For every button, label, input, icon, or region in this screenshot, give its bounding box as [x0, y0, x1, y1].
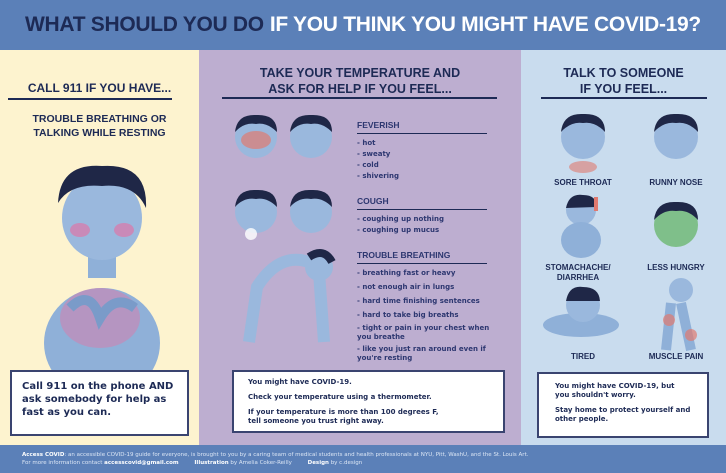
- footer-line-1: Access COVID: an accessible COVID-19 gui…: [22, 451, 726, 459]
- symptom-label: TIRED: [571, 352, 595, 361]
- footer-brand: Access COVID: [22, 452, 65, 458]
- footer-text: : an accessible COVID-19 guide for every…: [64, 452, 529, 458]
- footer-text: For more information contact: [22, 460, 103, 466]
- list-item: - sweaty: [357, 150, 391, 158]
- heading-line: TAKE YOUR TEMPERATURE AND: [259, 66, 461, 80]
- box-line: You might have COVID-19.: [248, 378, 352, 386]
- title-part1: WHAT SHOULD YOU DO: [25, 13, 264, 36]
- footer-line-2: For more information contact accesscovid…: [22, 459, 726, 467]
- box-line: Stay home to protect yourself and other …: [555, 406, 691, 423]
- right-instructions-box: You might have COVID-19, but you shouldn…: [537, 372, 709, 438]
- box-line: You might have COVID-19, but you shouldn…: [555, 382, 675, 399]
- list-item: - coughing up nothing: [357, 215, 445, 223]
- symptom-faces: [543, 113, 698, 352]
- right-heading: TALK TO SOMEONE IF YOU FEEL...: [521, 65, 726, 97]
- section-title: COUGH: [357, 196, 389, 206]
- divider: [541, 97, 707, 99]
- symptom-label: STOMACHACHE/ DIARRHEA: [545, 263, 611, 282]
- list-item: - breathing fast or heavy: [357, 269, 456, 277]
- bent-over-boy-icon: [243, 249, 336, 343]
- heading-line: TALK TO SOMEONE: [563, 66, 684, 80]
- list-item: - not enough air in lungs: [357, 283, 455, 291]
- less-hungry-icon: [654, 201, 698, 247]
- middle-heading: TAKE YOUR TEMPERATURE AND ASK FOR HELP I…: [199, 65, 521, 97]
- symptom-label: RUNNY NOSE: [649, 178, 703, 187]
- symptom-lists: FEVERISH - hot - sweaty - cold - shiveri…: [357, 120, 517, 363]
- divider: [357, 133, 487, 134]
- symptom-label: SORE THROAT: [554, 178, 612, 187]
- left-heading: CALL 911 IF YOU HAVE...: [27, 81, 172, 95]
- section-title: TROUBLE BREATHING: [357, 250, 451, 260]
- illustration-credit-label: Illustration: [194, 460, 229, 466]
- page-title: WHAT SHOULD YOU DO IF YOU THINK YOU MIGH…: [0, 0, 726, 50]
- list-item: - tight or pain in your chest when you b…: [357, 324, 490, 341]
- tired-icon: [543, 286, 619, 337]
- list-item: - cold: [357, 161, 379, 169]
- coughing-mucus-boy-icon: [290, 189, 332, 233]
- cough-list: - coughing up nothing - coughing up mucu…: [357, 214, 517, 236]
- heading-line: ASK FOR HELP IF YOU FEEL...: [268, 82, 452, 96]
- runny-nose-icon: [654, 113, 698, 159]
- shivering-boy-icon: [290, 114, 332, 158]
- list-item: - coughing up mucus: [357, 226, 440, 234]
- symptom-illustrations: [235, 114, 336, 343]
- footer: Access COVID: an accessible COVID-19 gui…: [0, 445, 726, 473]
- stomachache-icon: [561, 194, 601, 258]
- left-instructions-box: Call 911 on the phone AND ask somebody f…: [10, 370, 189, 436]
- design-credit: by c.design: [330, 460, 363, 466]
- symptom-line: TALKING WHILE RESTING: [33, 127, 166, 139]
- boy-chest-pain-illustration: [44, 165, 160, 383]
- middle-instructions-box: You might have COVID-19. Check your temp…: [232, 370, 505, 433]
- heading-line: IF YOU FEEL...: [579, 82, 668, 96]
- design-credit-label: Design: [307, 460, 329, 466]
- divider: [357, 209, 487, 210]
- contact-email-link[interactable]: accesscovid@gmail.com: [104, 460, 179, 466]
- box-line: Check your temperature using a thermomet…: [248, 393, 432, 401]
- title-part2: IF YOU THINK YOU MIGHT HAVE COVID-19?: [269, 13, 701, 36]
- trouble-breathing-list: - breathing fast or heavy - not enough a…: [357, 268, 492, 363]
- divider: [8, 98, 172, 100]
- list-item: - hot: [357, 139, 376, 147]
- talk-to-someone-panel: TALK TO SOMEONE IF YOU FEEL... SORE THRO…: [521, 50, 726, 445]
- box-line: If your temperature is more than 100 deg…: [248, 408, 439, 425]
- list-item: - hard time finishing sentences: [357, 297, 480, 305]
- symptom-line: TROUBLE BREATHING OR: [32, 113, 167, 125]
- list-item: - hard to take big breaths: [357, 311, 459, 319]
- muscle-pain-icon: [661, 278, 697, 352]
- call-911-panel: CALL 911 IF YOU HAVE... TROUBLE BREATHIN…: [0, 50, 199, 445]
- feverish-boy-icon: [235, 114, 277, 158]
- temperature-panel: TAKE YOUR TEMPERATURE AND ASK FOR HELP I…: [199, 50, 521, 445]
- sore-throat-icon: [561, 113, 605, 173]
- feverish-list: - hot - sweaty - cold - shivering: [357, 138, 517, 182]
- list-item: - like you just ran around even if you'r…: [357, 345, 486, 362]
- left-symptom: TROUBLE BREATHING OR TALKING WHILE RESTI…: [0, 112, 199, 140]
- symptom-label: LESS HUNGRY: [647, 263, 705, 272]
- section-title: FEVERISH: [357, 120, 400, 130]
- list-item: - shivering: [357, 172, 400, 180]
- illustration-credit: by Amelia Coker-Reilly: [230, 460, 292, 466]
- coughing-boy-icon: [235, 189, 277, 240]
- symptom-label: MUSCLE PAIN: [648, 352, 704, 361]
- divider: [222, 97, 497, 99]
- divider: [357, 263, 487, 264]
